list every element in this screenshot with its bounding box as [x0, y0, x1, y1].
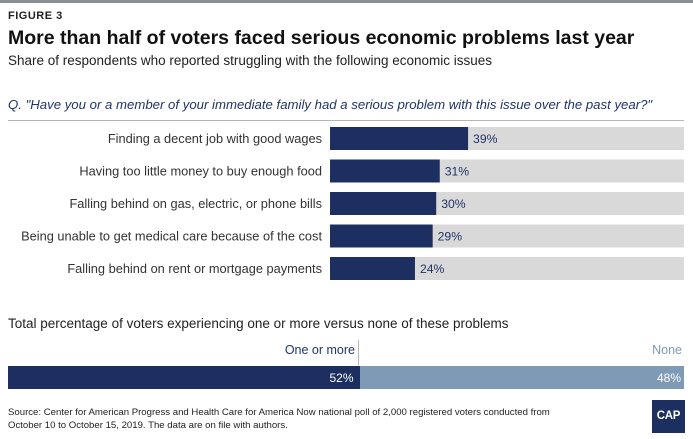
- category-label: Finding a decent job with good wages: [108, 131, 322, 146]
- issue-bar: [330, 224, 433, 248]
- summary-title: Total percentage of voters experiencing …: [8, 316, 509, 331]
- one-or-more-bar: [8, 366, 360, 389]
- logo-text: CAP: [656, 410, 681, 422]
- category-label: Falling behind on rent or mortgage payme…: [67, 261, 322, 276]
- category-label: Being unable to get medical care because…: [21, 229, 322, 244]
- value-label: 31%: [445, 165, 470, 179]
- value-label: 29%: [438, 230, 463, 244]
- cap-logo: CAP: [652, 400, 685, 433]
- bar-track: [330, 257, 684, 280]
- category-label: Having too little money to buy enough fo…: [79, 164, 322, 179]
- value-label: 39%: [473, 132, 498, 146]
- chart-subtitle: Share of respondents who reported strugg…: [8, 53, 493, 68]
- survey-question: Q. "Have you or a member of your immedia…: [8, 97, 653, 112]
- top-rule: [0, 0, 693, 3]
- category-label: Falling behind on gas, electric, or phon…: [69, 196, 322, 211]
- none-value: 48%: [656, 371, 681, 385]
- value-label: 30%: [441, 197, 466, 211]
- issue-bar: [330, 257, 415, 280]
- issue-bar: [330, 127, 469, 150]
- question-divider: [8, 120, 684, 121]
- none-bar: [359, 366, 684, 389]
- issue-bar-chart: Finding a decent job with good wages 39% H…: [21, 127, 684, 280]
- none-label: None: [652, 343, 682, 357]
- one-or-more-value: 52%: [329, 371, 354, 385]
- issue-bar: [330, 159, 440, 183]
- source-note: Source: Center for American Progress and…: [8, 407, 550, 431]
- one-or-more-label: One or more: [284, 343, 355, 357]
- chart-title: More than half of voters faced serious e…: [8, 27, 635, 49]
- split-tick: [358, 340, 359, 365]
- figure-label: FIGURE 3: [8, 10, 63, 22]
- value-label: 24%: [420, 262, 445, 276]
- issue-bar: [330, 192, 437, 215]
